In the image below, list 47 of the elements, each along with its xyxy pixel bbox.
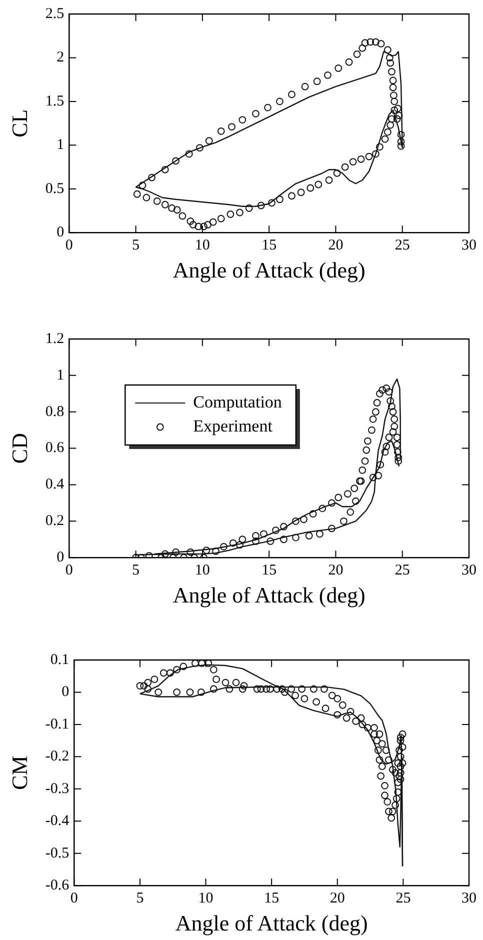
x-tick-label: 30 — [462, 238, 476, 254]
x-axis-title: Angle of Attack (deg) — [172, 582, 366, 608]
y-tick-label: 0.5 — [45, 180, 64, 197]
x-tick-label: 30 — [462, 562, 476, 579]
x-tick-label: 25 — [394, 562, 410, 579]
y-tick-label: -0.4 — [45, 813, 70, 830]
x-tick-label: 10 — [198, 890, 214, 907]
x-tick-label: 20 — [328, 562, 344, 579]
legend-label: Computation — [193, 392, 282, 412]
x-tick-label: 15 — [264, 890, 280, 907]
y-tick-label: -0.6 — [45, 878, 70, 894]
y-tick-label: -0.3 — [45, 780, 70, 797]
y-tick-label: 0.4 — [45, 476, 65, 493]
x-tick-label: 10 — [194, 562, 210, 579]
x-axis-title: Angle of Attack (deg) — [172, 258, 366, 283]
x-tick-label: 5 — [132, 562, 140, 579]
y-tick-label: 0 — [56, 224, 64, 241]
y-axis-title: CL — [6, 109, 32, 138]
x-tick-label: 30 — [462, 890, 476, 907]
x-tick-label: 15 — [262, 562, 277, 579]
x-axis-title: Angle of Attack (deg) — [175, 910, 368, 936]
y-axis-title: CD — [6, 433, 32, 464]
x-tick-label: 25 — [394, 238, 410, 254]
y-axis-title: CM — [6, 756, 32, 790]
y-tick-label: 0.1 — [50, 652, 70, 668]
y-tick-label: 0 — [62, 684, 70, 700]
y-tick-label: -0.2 — [45, 748, 70, 765]
y-tick-label: 0 — [56, 550, 64, 566]
y-tick-label: 0.6 — [45, 440, 65, 456]
y-tick-label: 0.2 — [45, 513, 64, 530]
x-tick-label: 15 — [262, 238, 277, 254]
y-tick-label: 0.8 — [45, 404, 64, 420]
x-tick-label: 20 — [330, 890, 345, 907]
x-tick-label: 5 — [132, 238, 140, 254]
y-tick-label: 2.5 — [45, 6, 64, 22]
y-tick-label: 1.2 — [45, 330, 64, 347]
y-tick-label: 1 — [56, 367, 64, 384]
y-tick-label: -0.5 — [45, 845, 70, 862]
x-tick-label: 5 — [136, 890, 144, 907]
x-tick-label: 10 — [194, 238, 210, 254]
y-tick-label: 1 — [56, 137, 64, 154]
x-tick-label: 25 — [396, 890, 411, 907]
y-tick-label: -0.1 — [45, 716, 70, 732]
y-tick-label: 2 — [56, 50, 64, 66]
y-tick-label: 1.5 — [45, 93, 64, 110]
legend-label: Experiment — [193, 416, 273, 436]
x-tick-label: 20 — [328, 238, 344, 254]
